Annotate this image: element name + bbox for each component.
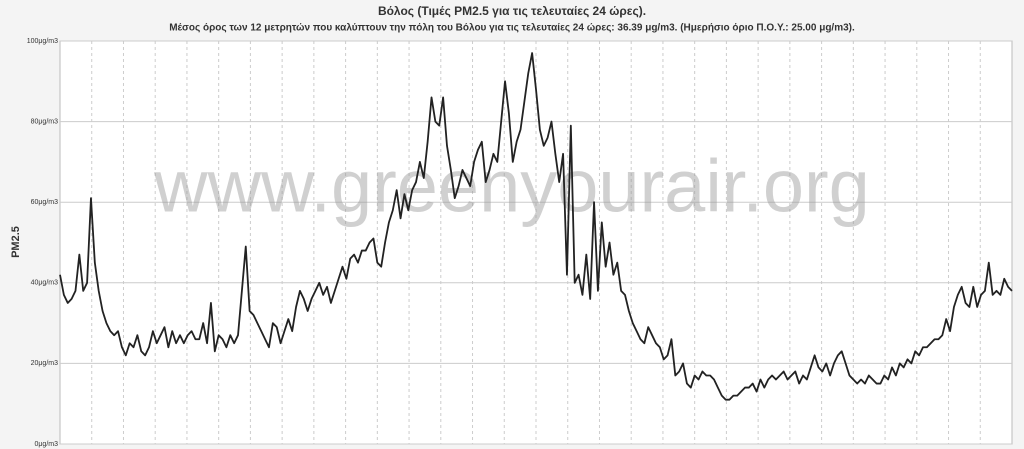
y-tick-label: 40μg/m3 (31, 280, 58, 287)
y-axis-label: PM2.5 (10, 226, 22, 258)
data-line (59, 52, 1013, 401)
chart-title: Βόλος (Τιμές PM2.5 για τις τελευταίες 24… (378, 4, 646, 18)
y-tick-label: 100μg/m3 (27, 38, 58, 45)
watermark: www.greenyourair.org (153, 145, 870, 228)
y-tick-label: 80μg/m3 (31, 118, 58, 125)
chart-subtitle: Μέσος όρος των 12 μετρητών που καλύπτουν… (169, 23, 855, 34)
y-tick-label: 60μg/m3 (31, 199, 58, 206)
y-tick-label: 20μg/m3 (31, 360, 58, 367)
y-tick-label: 0μg/m3 (35, 441, 59, 448)
